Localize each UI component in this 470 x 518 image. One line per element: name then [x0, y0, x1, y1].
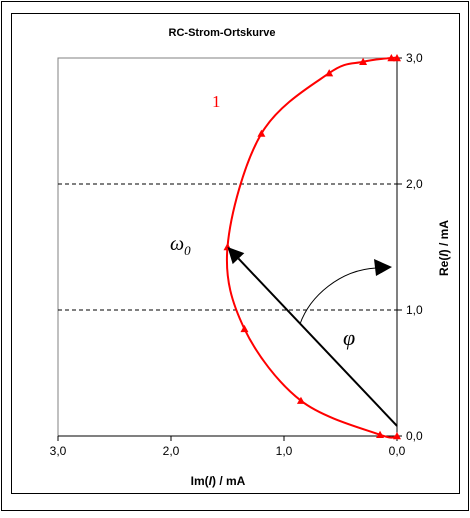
gridlines	[58, 183, 397, 311]
omega-symbol: ω	[170, 233, 184, 255]
plot-area: 3,0 2,0 1,0 0,0 0,0 1,0 2,0 3,0 1 ω0 φ	[50, 51, 423, 458]
y-axis-title: Re(I) / mA	[437, 220, 451, 276]
vector-shaft	[237, 257, 398, 427]
phi-arc-arrow	[299, 259, 392, 325]
y-axis-title-variable: I	[437, 253, 451, 257]
curve-number-label: 1	[212, 92, 221, 111]
x-axis-title-variable: I	[209, 474, 213, 488]
current-vector	[227, 247, 398, 427]
series-point-2	[296, 396, 305, 404]
series-point-1	[376, 430, 385, 438]
y-axis-title-suffix: ) / mA	[437, 220, 451, 254]
y-axis-ticks: 0,0 1,0 2,0 3,0	[397, 51, 423, 443]
x-tick-label-3: 0,0	[389, 444, 406, 458]
chart-title: RC-Strom-Ortskurve	[169, 27, 276, 39]
phi-arc-head	[374, 259, 392, 276]
series-point-0	[393, 432, 401, 440]
x-axis-ticks: 3,0 2,0 1,0 0,0	[50, 436, 406, 458]
x-axis-title: Im(I) / mA	[191, 474, 246, 488]
chart-area-border	[11, 13, 460, 494]
y-tick-label-3: 3,0	[406, 51, 423, 65]
y-tick-label-0: 0,0	[406, 429, 423, 443]
x-tick-label-2: 1,0	[276, 444, 293, 458]
series-point-3	[240, 324, 249, 333]
series-point-9	[393, 54, 401, 62]
y-axis-title-prefix: Re(	[437, 257, 451, 276]
phi-arc	[299, 267, 377, 325]
series-point-6	[325, 69, 334, 77]
x-axis-title-prefix: Im(	[191, 474, 209, 488]
x-tick-label-1: 2,0	[163, 444, 180, 458]
vector-head	[227, 247, 245, 265]
phi-label: φ	[343, 325, 355, 350]
omega-subscript: 0	[184, 243, 191, 258]
annotations: 1 ω0 φ	[170, 92, 355, 350]
omega-label: ω0	[170, 233, 191, 258]
x-axis-title-suffix: ) / mA	[212, 474, 246, 488]
series-point-8	[387, 54, 396, 62]
series-point-7	[359, 57, 368, 65]
series-line-0	[225, 56, 398, 439]
series-point-5	[257, 129, 266, 137]
y-tick-label-2: 2,0	[406, 177, 423, 191]
y-tick-label-1: 1,0	[406, 303, 423, 317]
x-tick-label-0: 3,0	[50, 444, 67, 458]
